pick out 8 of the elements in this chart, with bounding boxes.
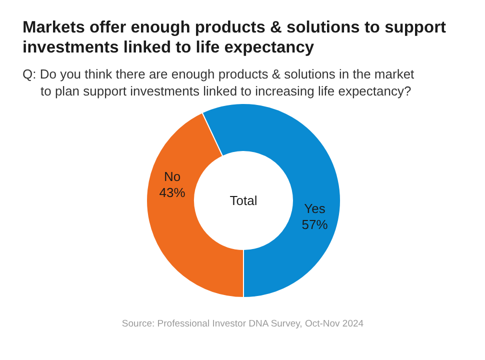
data-label: 57%: [302, 216, 328, 232]
slice-label: Yes: [304, 200, 326, 216]
source-note: Source: Professional Investor DNA Survey, Oct-Nov 2024: [122, 318, 364, 330]
slice-label: No: [164, 169, 181, 184]
chart-subtitle: Q: Do you think there are enough products & solutions in the market to plan support investments linked to increasing life expectancy?: [22, 66, 415, 98]
data-label: 43%: [159, 185, 186, 200]
text: Total: [230, 193, 258, 208]
chart-title: Markets offer enough products & solutions to support investments linked to life expectancy: [22, 18, 447, 56]
